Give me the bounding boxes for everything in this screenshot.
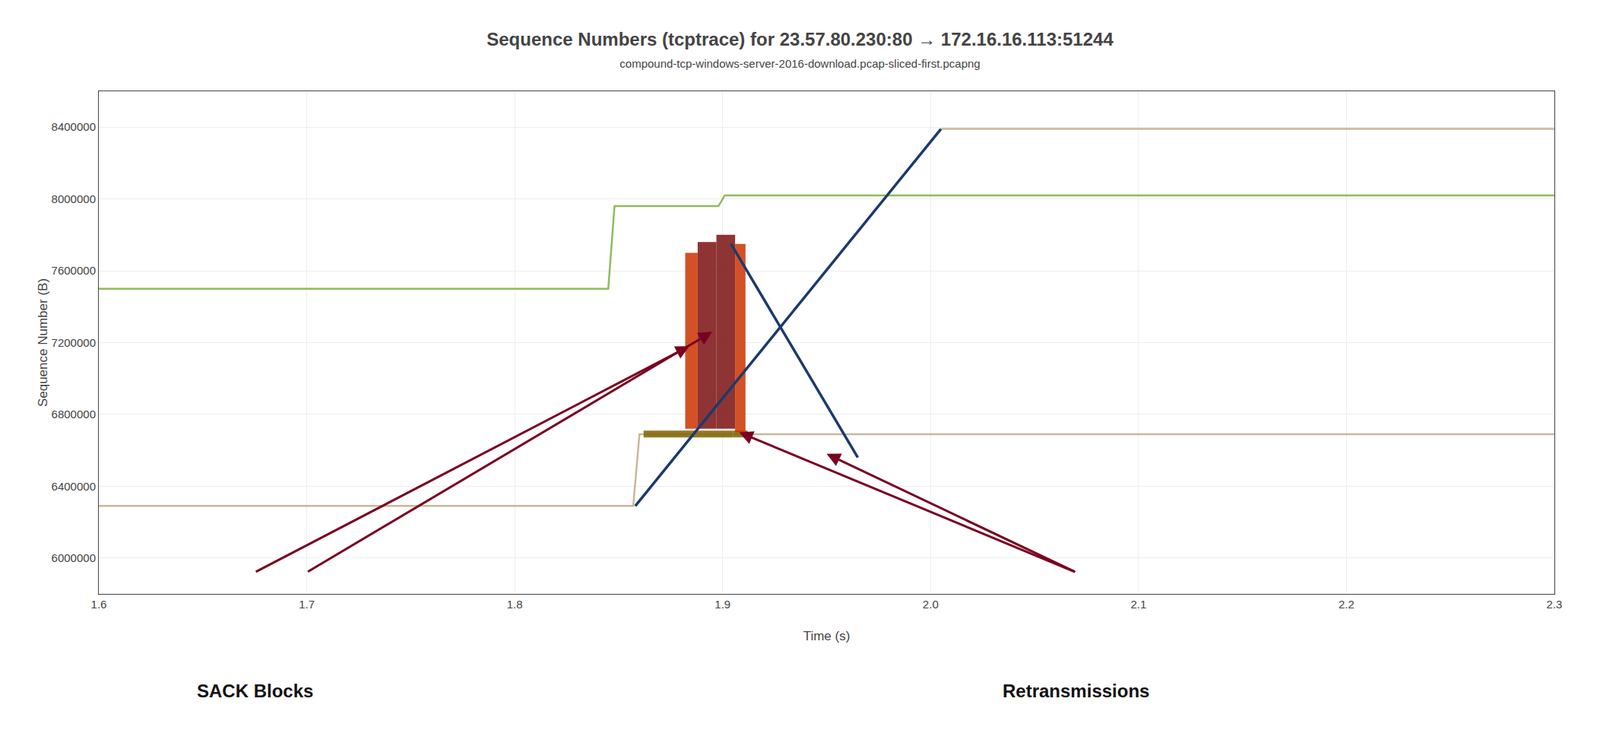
- svg-text:6800000: 6800000: [51, 407, 96, 421]
- svg-text:7200000: 7200000: [51, 335, 96, 349]
- svg-text:2.3: 2.3: [1546, 597, 1563, 611]
- svg-text:1.9: 1.9: [714, 597, 731, 611]
- svg-text:2.0: 2.0: [922, 597, 939, 611]
- svg-text:Time (s): Time (s): [803, 628, 851, 644]
- svg-text:Retransmissions: Retransmissions: [1002, 680, 1150, 701]
- svg-text:1.7: 1.7: [298, 597, 315, 611]
- svg-text:1.6: 1.6: [91, 597, 108, 611]
- svg-text:2.2: 2.2: [1338, 597, 1355, 611]
- svg-text:Sequence Numbers (tcptrace) fo: Sequence Numbers (tcptrace) for 23.57.80…: [486, 28, 1114, 50]
- svg-text:7600000: 7600000: [51, 263, 96, 277]
- svg-text:6000000: 6000000: [51, 551, 96, 564]
- svg-text:Sequence Number (B): Sequence Number (B): [35, 278, 51, 407]
- svg-text:SACK Blocks: SACK Blocks: [196, 680, 314, 701]
- svg-text:compound-tcp-windows-server-20: compound-tcp-windows-server-2016-downloa…: [619, 57, 980, 70]
- svg-text:2.1: 2.1: [1130, 597, 1147, 611]
- svg-text:8000000: 8000000: [51, 192, 96, 206]
- svg-text:1.8: 1.8: [506, 597, 523, 611]
- svg-text:6400000: 6400000: [51, 479, 96, 493]
- svg-text:8400000: 8400000: [51, 120, 96, 134]
